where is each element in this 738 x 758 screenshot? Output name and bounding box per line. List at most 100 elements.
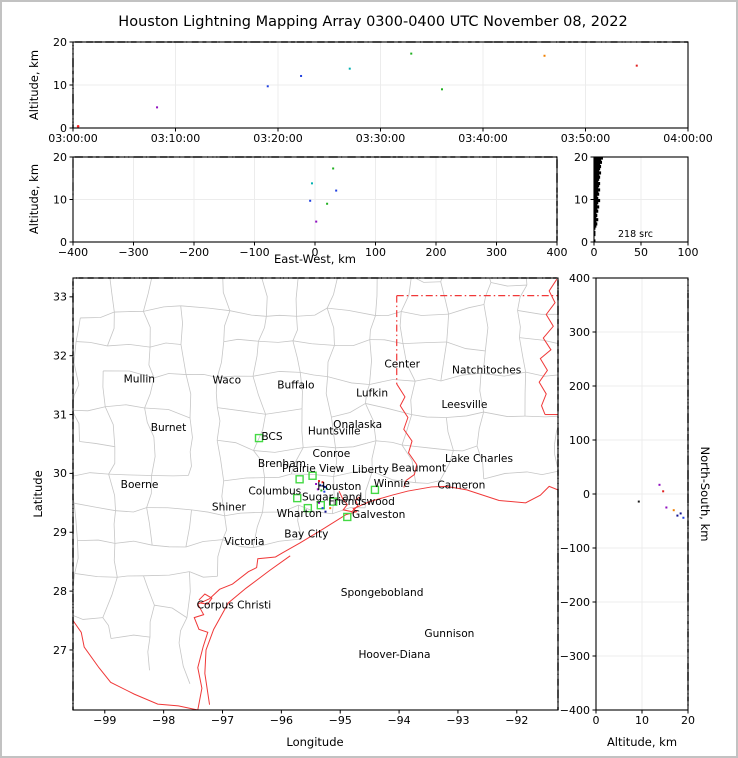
corner-source-dot [76,124,80,128]
city-label: Boerne [121,479,159,491]
grid-lines [596,278,688,710]
y-tick-label: −300 [560,650,590,663]
map-ylabel: Latitude [31,470,45,517]
y-tick-label: −200 [560,596,590,609]
tick-labels: −400 −300 −200 −100 0 100 200 300 400 0 10 20 [53,151,568,259]
lma-stations [254,433,380,522]
x-tick-label: −97 [211,714,234,727]
x-tick-label: −94 [387,714,410,727]
y-tick-label: 300 [569,326,590,339]
x-tick-label: 0 [591,246,598,259]
ew-panel-ylabel: Altitude, km [27,164,41,234]
ns-panel-ylabel: North-South, km [698,447,712,542]
y-tick-label: 0 [581,236,588,249]
lma-station-marker [293,493,302,503]
city-label: Huntsville [308,426,361,438]
noise-points [72,156,558,241]
map-content: Mullin Waco Buffalo Lufkin Center Natchitoche… [73,278,558,710]
city-label: Winnie [374,478,410,490]
city-label: Corpus Christi [197,600,272,612]
x-tick-label: −200 [179,246,209,259]
x-tick-label: 03:10:00 [151,132,200,145]
panel-ns-altitude: 0 10 20 400 300 200 100 0 −100 −200 −300 −400 [560,272,695,727]
histogram-profile [593,156,603,243]
source-points [315,480,332,513]
city-label: Prairie View [282,463,345,475]
city-label: Galveston [352,509,405,521]
city-labels: Mullin Waco Buffalo Lufkin Center Natchitoche… [121,358,522,661]
x-tick-label: −92 [505,714,528,727]
city-label: Lufkin [356,387,388,399]
city-label: Sugar Land [302,491,362,503]
city-label: Gunnison [424,628,474,640]
x-tick-label: −99 [93,714,116,727]
city-label: Victoria [224,536,264,548]
plot-title: Houston Lightning Mapping Array 0300-040… [118,14,627,30]
y-tick-label: 0 [583,488,590,501]
grid-lines [73,42,688,128]
noise-points [72,41,688,129]
grid-lines [73,157,557,242]
city-label: Lake Charles [445,453,513,465]
grid-lines [594,157,688,242]
x-tick-label: 03:20:00 [253,132,302,145]
y-tick-label: 33 [53,291,67,304]
lma-station-marker [328,497,338,506]
x-tick-label: 400 [547,246,568,259]
source-points [309,167,338,223]
city-label: Leesville [441,399,487,411]
x-tick-label: 20 [681,714,695,727]
x-tick-label: 03:00:00 [48,132,97,145]
city-label: Bay City [284,529,328,541]
panel-altitude-histogram: 0 50 100 0 10 20 [574,151,699,259]
lma-station-marker [343,512,352,522]
ns-panel-xlabel: Altitude, km [607,735,677,749]
x-tick-label: −93 [446,714,469,727]
lma-station-marker [254,433,264,443]
x-tick-label: −98 [152,714,175,727]
x-tick-label: −400 [58,246,88,259]
x-tick-label: 04:00:00 [663,132,712,145]
x-tick-label: 200 [426,246,447,259]
x-tick-label: 03:30:00 [356,132,405,145]
lma-station-marker [303,503,313,513]
lma-station-marker [308,471,317,480]
y-tick-label: 27 [53,644,67,657]
city-label: Mullin [124,374,155,386]
y-tick-label: 20 [53,36,67,49]
y-tick-label: −100 [560,542,590,555]
source-points [637,483,685,519]
x-tick-label: 03:40:00 [458,132,507,145]
histogram-source-count: 218 src [618,229,653,240]
tick-labels: 03:00:00 03:10:00 03:20:00 03:30:00 03:40:00… [48,36,712,145]
lma-station-marker [316,500,325,510]
x-tick-label: −96 [270,714,293,727]
x-tick-label: 50 [634,246,648,259]
source-points [156,52,638,109]
panel-ew-altitude: −400 −300 −200 −100 0 100 200 300 400 0 10 20 [53,151,568,259]
y-tick-label: 20 [53,151,67,164]
lma-station-marker [370,485,380,495]
x-tick-label: −100 [239,246,269,259]
time-panel-ylabel: Altitude, km [27,50,41,120]
city-label: BCS [261,431,282,443]
y-tick-label: 30 [53,467,67,480]
city-label: Beaumont [391,463,446,475]
panel-map: Mullin Waco Buffalo Lufkin Center Natchitoche… [53,277,559,727]
city-label: Hoover-Diana [358,649,430,661]
x-tick-label: 10 [635,714,649,727]
x-tick-label: 03:50:00 [561,132,610,145]
y-tick-label: 0 [60,122,67,135]
lma-station-marker [295,475,304,484]
y-tick-label: 200 [569,380,590,393]
city-label: Buffalo [277,380,314,392]
tick-labels: 0 10 20 400 300 200 100 0 −100 −200 −300 −400 [560,272,695,727]
city-label: Burnet [151,422,187,434]
y-tick-label: 32 [53,349,67,362]
city-label: Columbus [248,486,301,498]
county-lines [73,278,558,684]
city-label: Waco [212,374,241,386]
y-tick-label: 400 [569,272,590,285]
